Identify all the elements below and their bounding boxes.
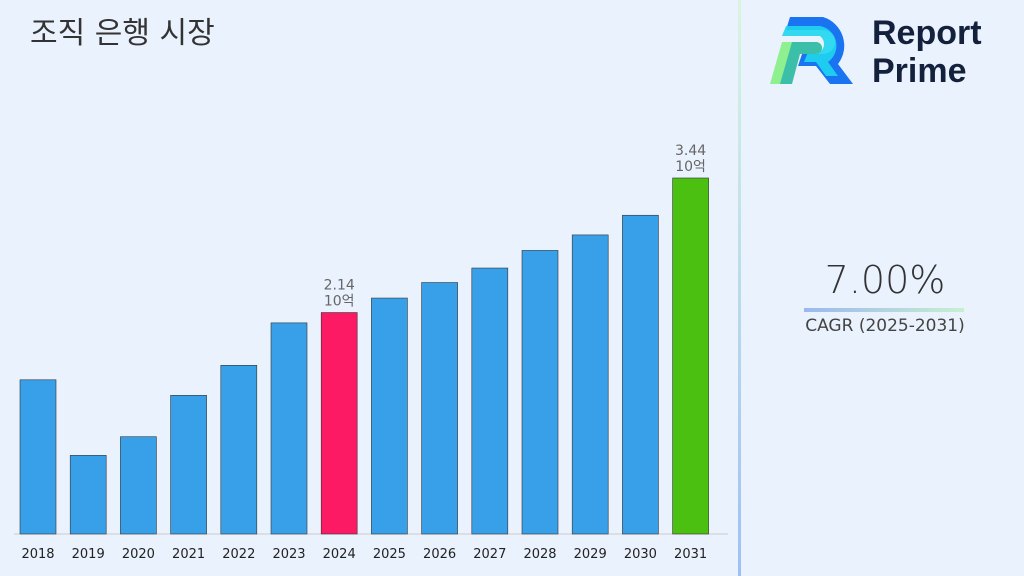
x-tick-label: 2024 xyxy=(323,547,356,562)
x-tick-label: 2029 xyxy=(574,547,607,562)
logo-text-prime: Prime xyxy=(872,52,967,90)
bar-2023 xyxy=(270,322,308,535)
x-tick-label: 2026 xyxy=(423,547,456,562)
bar-2027 xyxy=(471,267,509,535)
bar-2024 xyxy=(320,312,358,535)
x-tick-label: 2025 xyxy=(373,547,406,562)
x-tick-label: 2019 xyxy=(72,547,105,562)
bar-2025 xyxy=(371,297,408,535)
x-tick-label: 2021 xyxy=(172,547,205,562)
report-prime-logo-icon xyxy=(770,17,853,84)
x-tick-label: 2022 xyxy=(222,547,255,562)
x-tick-label: 2023 xyxy=(272,547,305,562)
bar-2018 xyxy=(19,379,57,535)
x-tick-label: 2027 xyxy=(473,547,506,562)
bar-2030 xyxy=(622,214,659,535)
bar-2026 xyxy=(421,282,458,535)
data-label: 3.44 xyxy=(675,143,706,159)
data-label: 2.14 xyxy=(324,278,355,294)
bar-2031 xyxy=(672,177,709,535)
x-tick-label: 2031 xyxy=(674,547,707,562)
bar-2028 xyxy=(521,250,559,535)
data-label: 10억 xyxy=(675,159,706,175)
x-tick-label: 2030 xyxy=(624,547,657,562)
x-tick-label: 2018 xyxy=(21,547,54,562)
bar-2021 xyxy=(170,395,207,535)
cagr-value: 7.00% xyxy=(824,258,946,302)
bar-2022 xyxy=(220,365,258,535)
bar-2029 xyxy=(571,234,609,535)
x-tick-label: 2028 xyxy=(523,547,556,562)
chart-title: 조직 은행 시장 xyxy=(30,16,215,51)
bar-2020 xyxy=(120,436,157,535)
x-tick-label: 2020 xyxy=(122,547,155,562)
cagr-underline xyxy=(804,308,964,312)
logo-text-report: Report xyxy=(872,14,982,52)
cagr-label: CAGR (2025-2031) xyxy=(805,316,965,336)
divider xyxy=(738,0,741,576)
bar-2019 xyxy=(69,455,107,535)
data-label: 10억 xyxy=(324,294,355,310)
